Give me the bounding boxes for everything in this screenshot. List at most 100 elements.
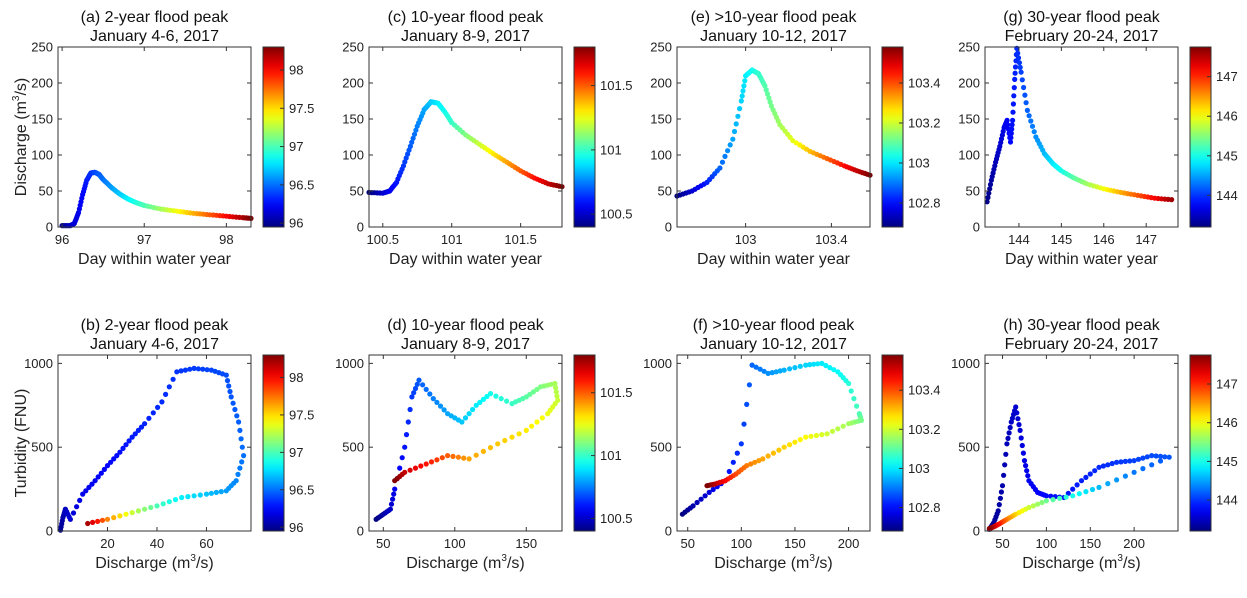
data-point [434,457,440,463]
x-axis-label: Day within water year [697,251,851,268]
data-point [516,431,522,437]
x-tick-label: 97 [137,232,151,247]
data-point [1028,118,1034,124]
data-point [430,396,436,402]
data-point [428,459,435,465]
data-point [792,439,798,445]
data-point [159,399,165,405]
data-point [174,369,180,375]
data-point [1012,70,1018,76]
colorbar-frame [1189,46,1212,228]
data-point [1149,453,1155,459]
plot-frame [368,354,563,532]
x-tick-label: 200 [838,536,860,551]
x-tick-label: 144 [1008,232,1030,247]
colorbar-gradient [574,47,595,227]
panel-subtitle: February 20-24, 2017 [1005,28,1159,45]
data-point [554,393,560,399]
data-point [813,432,820,439]
plot-frame [984,354,1179,532]
data-point [1010,101,1017,107]
data-point [117,513,123,519]
data-point [403,432,410,438]
data-point [773,369,779,375]
data-point [409,139,415,145]
data-point [1029,123,1036,129]
data-point [480,396,486,402]
data-point [154,503,160,509]
data-point [757,366,763,372]
data-point [234,413,240,419]
data-point [738,441,744,447]
data-point [1024,468,1030,474]
data-point [831,367,837,373]
y-tick-label: 0 [665,524,672,539]
data-point [166,499,172,505]
y-tick-label: 150 [31,112,53,127]
colorbar: 96 96.5 97 97.5 98 [262,354,314,535]
data-point [237,427,243,433]
data-point [792,365,798,371]
data-point [734,450,740,456]
data-point [1070,493,1076,499]
data-point [104,463,111,469]
data-point [86,484,92,490]
data-point [1026,113,1032,119]
data-point [1105,462,1111,468]
data-point [797,363,803,369]
data-point [423,461,429,467]
x-tick-label: 98 [219,232,233,247]
data-point [996,502,1002,508]
data-point [717,165,723,171]
data-point [223,488,229,494]
colorbar-tick-label: 103 [908,156,930,171]
data-point [218,489,224,495]
data-point [1024,107,1030,113]
colorbar-tick-label: 96.5 [289,177,314,192]
data-point [995,508,1001,514]
colorbar-tick-label: 98 [289,62,303,77]
data-point [67,516,73,522]
data-point [1012,64,1019,70]
data-point [493,393,499,399]
data-point [776,447,782,453]
data-point [1017,427,1023,433]
data-point [986,525,993,532]
data-point [807,362,813,368]
colorbar-frame [881,354,904,532]
x-tick-label: 60 [199,536,213,551]
data-point [423,386,429,392]
data-point [781,444,787,450]
panel-e: (e) >10-year flood peak January 10-12, 20… [650,9,940,268]
data-point [1022,92,1028,98]
data-point [534,386,540,392]
data-point [848,388,854,394]
data-point [142,506,148,512]
y-tick-label: 1000 [335,356,364,371]
colorbar-gradient [263,355,284,531]
x-axis-label: Day within water year [389,251,543,268]
data-point [117,449,123,455]
colorbar-tick-label: 103.2 [908,116,941,131]
panel-title: (a) 2-year flood peak [81,9,230,26]
data-point [85,520,91,527]
colorbar-tick-label: 102.8 [908,196,941,211]
data-point [741,83,747,89]
data-point [402,444,408,450]
data-point [191,493,197,499]
data-point [455,454,461,460]
data-point [441,407,447,413]
data-point [1144,454,1150,460]
data-point [405,419,411,425]
data-point [504,398,510,404]
data-point [1015,55,1022,61]
data-point [1005,435,1011,441]
y-tick-label: 50 [350,184,364,199]
data-point [407,143,413,149]
data-point [413,127,419,133]
colorbar-tick-label: 97 [289,139,303,154]
colorbar-gradient [1190,355,1211,531]
data-point [495,441,501,447]
y-tick-label: 0 [357,524,364,539]
plot-frame [57,354,252,532]
